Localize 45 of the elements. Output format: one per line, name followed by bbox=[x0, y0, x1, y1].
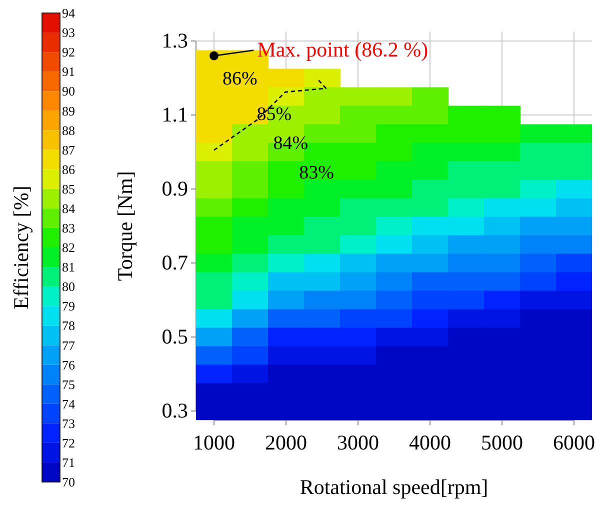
y-tick-label: 1.3 bbox=[162, 28, 188, 53]
y-tick-label: 1.1 bbox=[162, 102, 188, 127]
color-bar-label: 84 bbox=[62, 200, 76, 216]
y-tick-label: 0.9 bbox=[162, 176, 188, 201]
color-bar-label: 71 bbox=[62, 455, 75, 470]
color-bar-label: 91 bbox=[62, 64, 75, 80]
color-bar-label: 73 bbox=[62, 416, 75, 431]
color-bar-label: 83 bbox=[62, 220, 75, 236]
color-bar-label: 78 bbox=[62, 318, 75, 334]
x-tick-label: 6000 bbox=[553, 430, 595, 454]
x-tick-label: 2000 bbox=[265, 430, 307, 454]
color-bar-label: 92 bbox=[62, 44, 75, 60]
color-bar-label: 75 bbox=[62, 376, 75, 392]
color-bar-label: 94 bbox=[62, 6, 76, 21]
color-bar-title: Efficiency [%] bbox=[9, 186, 33, 310]
color-bar-label: 87 bbox=[62, 142, 76, 158]
x-tick-label: 3000 bbox=[337, 430, 379, 454]
color-bar-label: 88 bbox=[62, 122, 75, 138]
annotation: 85% bbox=[256, 104, 292, 125]
color-bar-label: 86 bbox=[62, 162, 76, 177]
annotation: 83% bbox=[299, 162, 334, 184]
color-bar-label: 79 bbox=[62, 298, 75, 314]
color-bar-label: 70 bbox=[62, 474, 75, 490]
y-axis-title: Torque [Nm] bbox=[113, 171, 137, 281]
annotation: 84% bbox=[273, 133, 308, 154]
color-bar-label: 89 bbox=[62, 103, 75, 118]
x-axis-title: Rotational speed[rpm] bbox=[300, 475, 488, 499]
x-tick-label: 5000 bbox=[481, 430, 523, 454]
color-bar-label: 74 bbox=[62, 396, 76, 412]
color-bar-label: 93 bbox=[62, 25, 75, 40]
annotation: Max. point (86.2 %) bbox=[257, 38, 428, 62]
x-tick-label: 1000 bbox=[193, 430, 235, 454]
color-bar-label: 85 bbox=[62, 181, 75, 196]
y-tick-label: 0.5 bbox=[162, 324, 188, 349]
color-bar-label: 76 bbox=[62, 357, 76, 372]
color-bar-label: 81 bbox=[62, 260, 75, 275]
color-bar-label: 90 bbox=[62, 84, 75, 99]
color-bar-label: 72 bbox=[62, 435, 75, 450]
y-tick-label: 0.7 bbox=[162, 250, 188, 275]
color-bar-label: 80 bbox=[62, 279, 75, 294]
color-bar-label: 77 bbox=[62, 338, 76, 353]
color-bar-label: 82 bbox=[62, 240, 75, 256]
x-tick-label: 4000 bbox=[409, 430, 451, 454]
annotation: 86% bbox=[222, 68, 258, 90]
y-tick-label: 0.3 bbox=[162, 398, 188, 423]
